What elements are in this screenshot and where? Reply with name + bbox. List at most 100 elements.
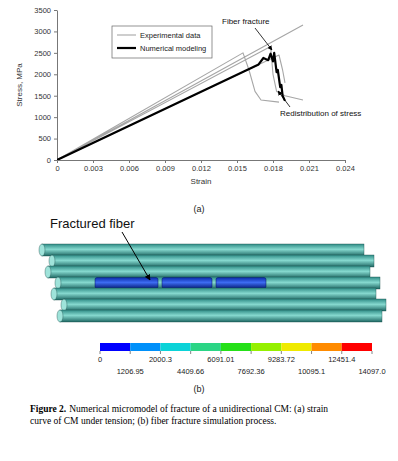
y-tick-label: 2500 — [34, 49, 51, 58]
annotation: Redistribution of stress — [280, 109, 361, 118]
color-bar-label: 2000.3 — [149, 355, 172, 364]
color-bar-tick — [311, 351, 312, 354]
y-tick-label: 0 — [47, 156, 51, 165]
color-bar-band — [281, 343, 311, 351]
x-tick-label: 0.021 — [300, 164, 319, 173]
fiber-end — [45, 266, 51, 278]
x-tick-mark — [201, 160, 202, 163]
x-tick-mark — [237, 160, 238, 163]
x-tick: 0.015 — [228, 160, 247, 173]
x-tick: 0.003 — [84, 160, 103, 173]
color-bar-label: 14097.0 — [358, 367, 385, 376]
y-tick: 1000 — [34, 113, 57, 122]
y-tick: 3500 — [34, 6, 57, 15]
x-tick-mark — [93, 160, 94, 163]
x-tick-label: 0 — [55, 164, 59, 173]
x-tick-mark — [273, 160, 274, 163]
x-axis-title: Strain — [191, 177, 212, 186]
panel-label: (a) — [194, 204, 205, 214]
caption-text: curve of CM under tension; (b) fiber fra… — [30, 416, 276, 427]
color-bar-tick — [251, 351, 252, 354]
y-tick: 2000 — [34, 70, 57, 79]
color-bar-tick — [372, 351, 373, 354]
fiber — [58, 277, 380, 289]
y-tick-mark — [54, 74, 57, 75]
series-line — [57, 25, 303, 160]
color-bar-band — [312, 343, 342, 351]
color-bar-label: 9283.72 — [268, 355, 295, 364]
legend-swatch — [117, 47, 136, 49]
y-tick-mark — [54, 160, 57, 161]
caption-line: Figure 2.Numerical micromodel of fractur… — [30, 404, 328, 415]
y-tick-mark — [54, 96, 57, 97]
color-bar-label: 0 — [98, 355, 102, 364]
color-bar-band — [100, 343, 130, 351]
y-axis: 0500100015002000250030003500 — [34, 6, 57, 165]
legend: Experimental data Numerical modeling — [112, 26, 212, 58]
y-tick-label: 3000 — [34, 27, 51, 36]
x-tick-label: 0.009 — [156, 164, 175, 173]
color-bar-band — [251, 343, 281, 351]
color-bar-tick — [341, 351, 342, 354]
x-tick: 0.009 — [156, 160, 175, 173]
x-tick: 0.018 — [264, 160, 283, 173]
y-tick: 0 — [47, 156, 57, 165]
legend-label: Experimental data — [140, 31, 201, 40]
fiber — [64, 299, 386, 311]
x-tick-label: 0.024 — [336, 164, 355, 173]
color-bar-label: 6091.01 — [207, 355, 234, 364]
caption-label: Figure 2. — [30, 404, 66, 414]
y-tick-mark — [54, 31, 57, 32]
fiber-end — [51, 288, 57, 300]
annotation-arrow — [255, 28, 272, 50]
color-bar-label: 1206.95 — [117, 367, 144, 376]
fiber — [42, 244, 364, 256]
x-tick: 0.021 — [300, 160, 319, 173]
color-bar-band — [130, 343, 160, 351]
x-tick: 0.024 — [336, 160, 355, 173]
color-bar-band — [221, 343, 251, 351]
annotation-arrow — [278, 91, 290, 107]
y-tick-label: 1000 — [34, 113, 51, 122]
legend-label: Numerical modeling — [140, 44, 206, 53]
fiber-bundle — [39, 244, 386, 322]
y-tick-mark — [54, 139, 57, 140]
caption-text: Numerical micromodel of fracture of a un… — [69, 404, 328, 415]
y-tick: 500 — [38, 134, 57, 143]
color-bar-band — [160, 343, 190, 351]
y-axis-title: Stress, MPa — [15, 63, 24, 107]
y-tick-label: 2000 — [34, 70, 51, 79]
fractured-fiber — [162, 278, 212, 289]
fiber-end — [61, 299, 67, 311]
series-line — [57, 53, 285, 160]
fiber — [48, 266, 370, 278]
annotation: Fiber fracture — [222, 17, 270, 26]
x-tick-label: 0.015 — [228, 164, 247, 173]
color-bar-label: 10095.1 — [298, 367, 325, 376]
color-bar-tick — [130, 351, 131, 354]
fiber-end — [39, 244, 45, 256]
fiber — [60, 310, 382, 322]
y-tick-mark — [54, 53, 57, 54]
fractured-fiber — [216, 278, 266, 289]
x-tick-mark — [309, 160, 310, 163]
fiber-end — [55, 277, 61, 289]
y-tick-mark — [54, 117, 57, 118]
color-bar-label: 7692.36 — [238, 367, 265, 376]
y-tick: 3000 — [34, 27, 57, 36]
y-tick: 2500 — [34, 49, 57, 58]
x-tick-label: 0.018 — [264, 164, 283, 173]
color-bar-band — [342, 343, 372, 351]
color-bar-tick — [220, 351, 221, 354]
legend-box — [112, 26, 212, 58]
x-tick: 0.006 — [120, 160, 139, 173]
x-tick: 0 — [55, 160, 59, 173]
fiber — [52, 255, 374, 267]
color-bar-tick — [281, 351, 282, 354]
x-tick-mark — [345, 160, 346, 163]
fractured-fiber — [95, 278, 158, 289]
y-tick-label: 500 — [38, 134, 51, 143]
x-tick-label: 0.003 — [84, 164, 103, 173]
y-tick-mark — [54, 10, 57, 11]
x-tick-label: 0.006 — [120, 164, 139, 173]
